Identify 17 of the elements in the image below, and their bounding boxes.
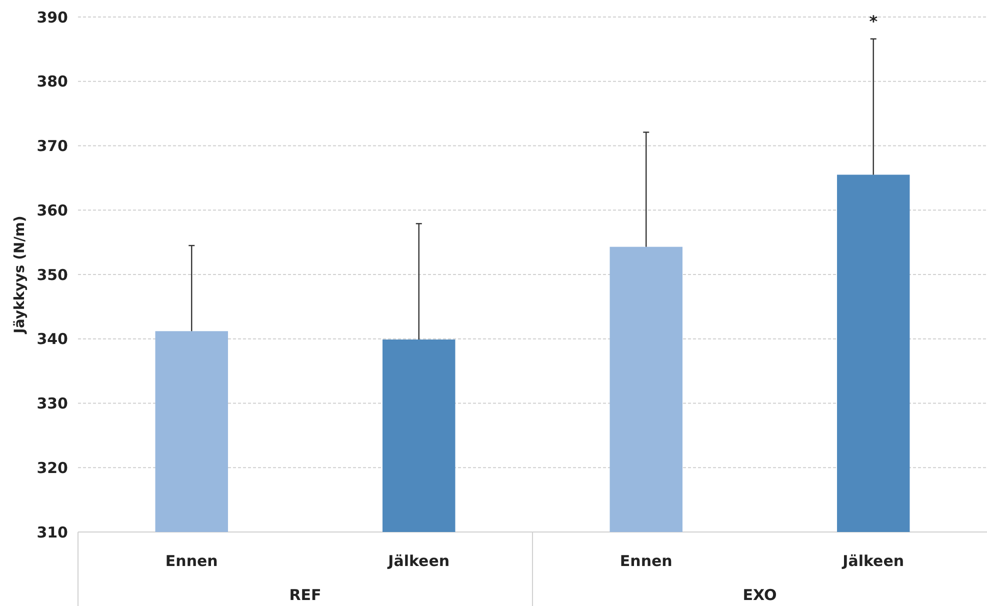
- text: REF: [289, 586, 322, 604]
- y-tick-label: 350: [36, 266, 68, 284]
- y-axis-title: Jäykkyys (N/m): [12, 216, 28, 334]
- x-tick-label: Ennen: [165, 552, 218, 570]
- y-tick-label: 360: [36, 201, 68, 220]
- x-tick-label: Jälkeen: [842, 552, 904, 570]
- x-tick-label: Jälkeen: [387, 552, 450, 570]
- y-tick-label: 320: [36, 458, 68, 477]
- text: EXO: [742, 586, 777, 604]
- y-tick-label: 310: [36, 523, 68, 542]
- y-tick-label: 390: [36, 8, 68, 26]
- annotation: *: [869, 12, 878, 31]
- x-tick-label: Ennen: [620, 552, 672, 570]
- y-tick-label: 330: [36, 394, 68, 412]
- y-tick-label: 340: [36, 330, 68, 348]
- y-tick-label: 380: [36, 72, 68, 91]
- y-tick-label: 370: [36, 137, 68, 155]
